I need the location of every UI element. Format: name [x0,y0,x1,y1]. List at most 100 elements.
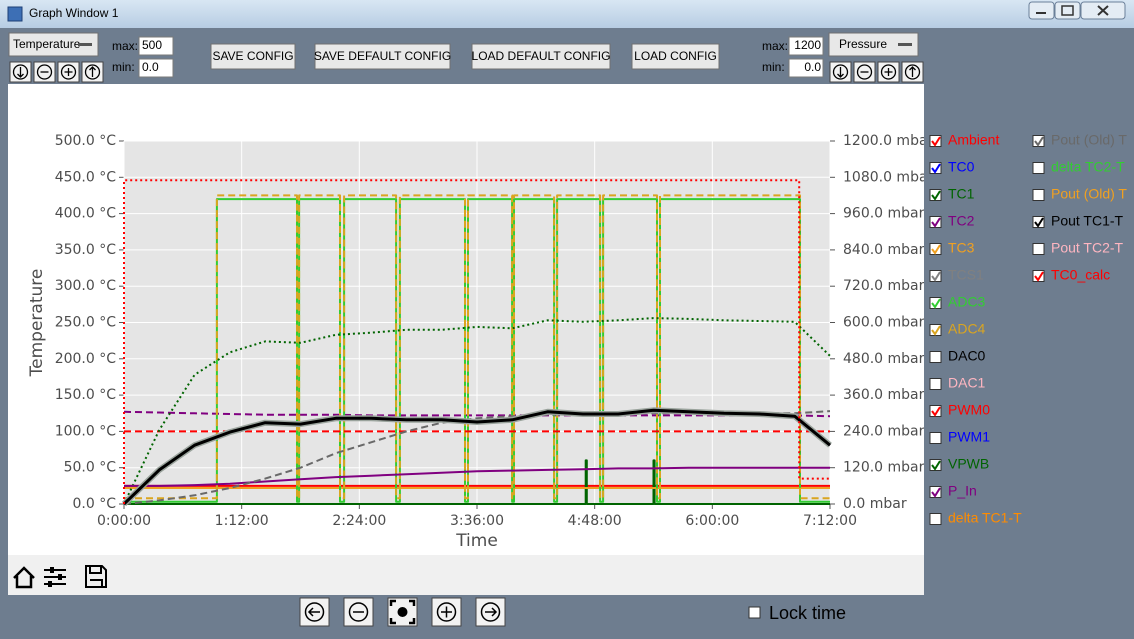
icon [60,64,77,80]
y-tick-label: 100.0 °C [55,423,117,439]
y2-tick-label: 600.0 mbar [843,315,925,331]
channel-checkbox[interactable] [929,297,942,309]
min-input[interactable] [788,58,824,78]
channel-checkbox[interactable] [929,243,942,255]
channel-checkbox[interactable] [929,162,942,174]
channel-checkbox[interactable] [929,270,942,282]
navigation-buttons [299,597,506,627]
check-mark [931,136,941,147]
y2-tick-label: 0.0 mbar [843,496,907,512]
check-mark [931,460,941,471]
channel-checkbox[interactable] [1032,189,1045,201]
channel-checkbox[interactable] [929,378,942,390]
x-tick-label: 0:00:00 [97,513,151,529]
channel-label: PWM0 [948,402,990,418]
axis-selector[interactable] [828,32,919,57]
icon [909,66,916,77]
channel-checkbox[interactable] [929,486,942,498]
channel-checkbox[interactable] [1032,270,1045,282]
check-mark [931,325,941,336]
y-tick-label: 300.0 °C [55,278,117,294]
channel-checkbox[interactable] [1032,162,1045,174]
channel-label: delta TC1-T [948,510,1022,526]
toolbar-button[interactable] [210,43,296,70]
x-tick-label: 3:36:00 [450,513,504,529]
icon [880,64,897,80]
toolbar-button-label: SAVE CONFIG [212,49,293,63]
channel-checkbox[interactable] [929,324,942,336]
axis-selector[interactable] [8,32,99,57]
plot: 0.0 °C 50.0 °C 100.0 °C 150.0 °C 200.0 °C 250… [27,133,925,551]
channel-checkbox[interactable] [929,351,942,363]
channel-checkbox[interactable] [929,135,942,147]
figure-toolbar [8,555,924,595]
channel-checkbox[interactable] [929,432,942,444]
series-line [124,198,830,503]
y-tick-label: 500.0 °C [55,133,117,149]
check-mark [931,271,941,282]
icon [89,66,96,77]
icon [36,64,53,80]
channel-checkbox[interactable] [929,513,942,525]
channel-label: PWM1 [948,429,990,445]
channel-label: delta TC2-T [1051,159,1125,175]
channel-label: TCS1 [948,267,984,283]
series-line [122,408,831,506]
window-controls [1028,1,1126,20]
lock-time-label: Lock time [769,603,846,623]
max-label: max: [762,39,788,53]
toolbar-button[interactable] [631,43,720,70]
channel-label: Pout TC2-T [1051,240,1124,256]
app-icon [7,6,23,22]
axis-selector-label: Temperature [13,37,81,51]
toolbar-button[interactable] [314,43,451,70]
channel-checkbox[interactable] [929,405,942,417]
y-tick-label: 0.0 °C [73,496,117,512]
x-tick-label: 2:24:00 [332,513,386,529]
channel-checkbox[interactable] [1032,135,1045,147]
series-line [124,466,830,487]
channel-label: DAC0 [948,348,986,364]
lock-time-checkbox[interactable] [748,606,761,619]
channel-label: Pout TC1-T [1051,213,1124,229]
icon [837,67,844,78]
icon [12,64,29,80]
check-mark [931,244,941,255]
y-tick-label: 200.0 °C [55,351,117,367]
channel-checkbox[interactable] [929,459,942,471]
window-title: Graph Window 1 [29,6,119,20]
channel-label: Ambient [948,132,999,148]
y2-tick-label: 480.0 mbar [843,351,925,367]
y-tick-label: 350.0 °C [55,242,117,258]
check-mark [931,406,941,417]
channel-checkbox[interactable] [929,189,942,201]
channel-label: ADC4 [948,321,986,337]
minimize-button[interactable] [1028,1,1055,20]
max-input[interactable] [138,36,174,56]
y2-tick-label: 960.0 mbar [843,206,925,222]
channel-checkbox[interactable] [929,216,942,228]
y-axis-label: Temperature [27,269,47,378]
title-bar [0,0,1134,28]
series-line [124,194,830,500]
maximize-button[interactable] [1054,1,1081,20]
channel-checkbox[interactable] [1032,216,1045,228]
min-label: min: [112,60,135,74]
min-input-value: 0.0 [804,60,821,74]
icon [17,67,24,78]
toolbar-button[interactable] [471,43,611,70]
x-tick-label: 4:48:00 [568,513,622,529]
channel-label: TC3 [948,240,975,256]
channel-label: DAC1 [948,375,986,391]
y-tick-label: 250.0 °C [55,315,117,331]
channel-checkbox[interactable] [1032,243,1045,255]
series-line [123,317,831,505]
y2-tick-label: 240.0 mbar [843,423,925,439]
icon [64,68,73,76]
check-mark [931,190,941,201]
min-input[interactable] [138,58,174,78]
channel-label: ADC3 [948,294,986,310]
max-input[interactable] [788,36,824,56]
